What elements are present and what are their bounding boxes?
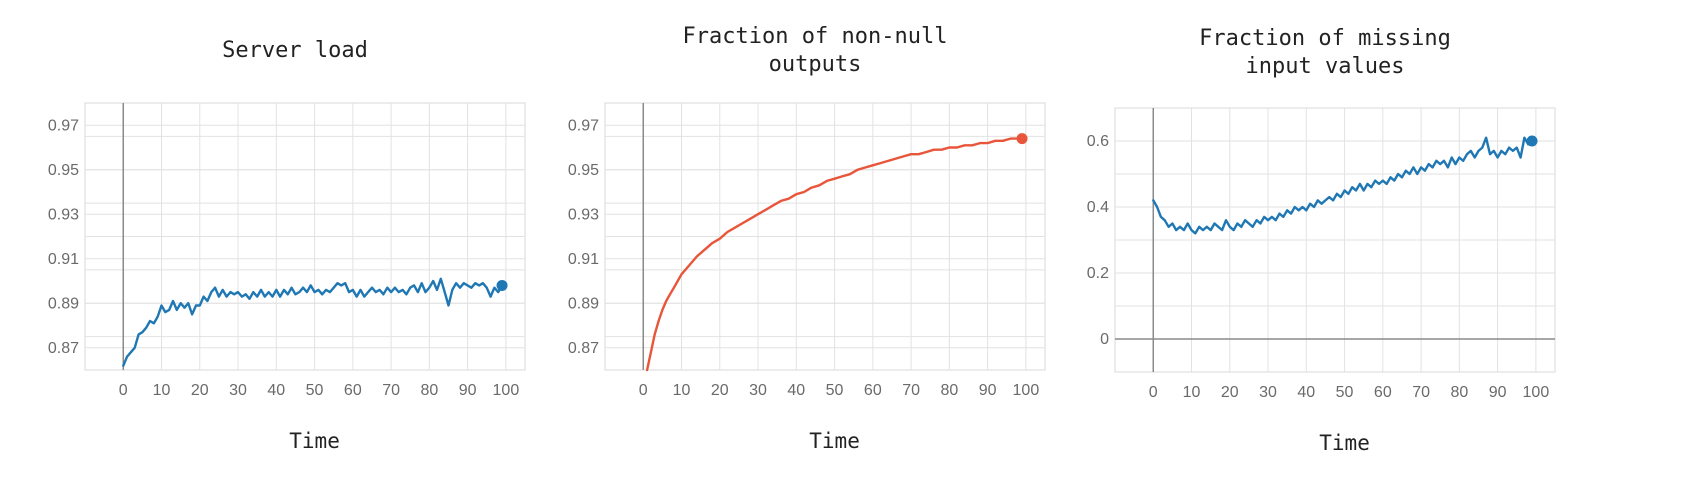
x-axis-label: Time	[809, 429, 860, 453]
x-tick-label: 0	[639, 382, 648, 399]
server-load-plot: 0.97 0.95 0.93 0.91 0.89 0.87 0 10 20 30 40 50 60 70 8…	[48, 102, 526, 453]
x-tick-label: 40	[1297, 384, 1315, 401]
x-tick-label: 90	[1489, 384, 1507, 401]
x-tick-label: 90	[979, 382, 997, 399]
x-tick-label: 10	[673, 382, 691, 399]
y-tick-label: 0.91	[568, 251, 599, 268]
server-load-chart: Server load 0.97 0.95 0.93 0.91 0.89 0.87 0 10 2…	[48, 0, 530, 498]
y-tick-label: 0.95	[48, 162, 79, 179]
y-tick-label: 0.87	[568, 340, 599, 357]
x-tick-label: 0	[119, 382, 128, 399]
x-tick-label: 100	[1013, 382, 1040, 399]
x-tick-label: 80	[1450, 384, 1468, 401]
x-tick-label: 60	[344, 382, 362, 399]
y-tick-label: 0.97	[48, 117, 79, 134]
series-line	[1152, 136, 1534, 235]
x-tick-label: 80	[940, 382, 958, 399]
non-null-outputs-plot: 0.97 0.95 0.93 0.91 0.89 0.87 0 10 20 30 40 50 60 70 8…	[568, 102, 1046, 453]
x-tick-label: 20	[711, 382, 729, 399]
missing-input-values-chart: Fraction of missing input values 0.6 0.4 0…	[1087, 0, 1560, 498]
series-endpoint-marker	[1016, 133, 1028, 145]
chart-title: Server load	[222, 38, 368, 63]
missing-input-values-plot: 0.6 0.4 0.2 0 0 10 20 30 40 50 60 70 80 90 100 Time	[1087, 107, 1556, 455]
series-line	[122, 277, 504, 367]
y-tick-label: 0.93	[568, 206, 599, 223]
series-endpoint-marker	[1526, 135, 1538, 147]
y-tick-label: 0.89	[48, 295, 79, 312]
x-tick-label: 30	[229, 382, 247, 399]
y-tick-label: 0.6	[1087, 133, 1109, 150]
y-tick-label: 0.4	[1087, 199, 1109, 216]
series-endpoint-marker	[496, 279, 508, 291]
x-tick-label: 40	[267, 382, 285, 399]
chart-title: Fraction of missing input values	[1199, 26, 1451, 79]
y-tick-label: 0	[1100, 331, 1109, 348]
y-tick-label: 0.91	[48, 251, 79, 268]
x-tick-label: 30	[1259, 384, 1277, 401]
non-null-outputs-chart: Fraction of non-null outputs 0.97 0.95 0.9…	[568, 0, 1050, 498]
y-tick-label: 0.2	[1087, 265, 1109, 282]
x-axis-label: Time	[289, 429, 340, 453]
y-tick-label: 0.87	[48, 340, 79, 357]
x-tick-label: 100	[493, 382, 520, 399]
x-tick-label: 90	[459, 382, 477, 399]
x-tick-label: 50	[306, 382, 324, 399]
x-tick-label: 10	[153, 382, 171, 399]
x-tick-label: 60	[864, 382, 882, 399]
x-tick-label: 20	[191, 382, 209, 399]
x-tick-label: 30	[749, 382, 767, 399]
x-tick-label: 20	[1221, 384, 1239, 401]
x-tick-label: 70	[902, 382, 920, 399]
x-tick-label: 80	[420, 382, 438, 399]
y-tick-label: 0.95	[568, 162, 599, 179]
x-tick-label: 10	[1183, 384, 1201, 401]
chart-title: Fraction of non-null outputs	[682, 24, 948, 77]
x-axis-label: Time	[1319, 431, 1370, 455]
y-tick-label: 0.89	[568, 295, 599, 312]
x-tick-label: 60	[1374, 384, 1392, 401]
x-tick-label: 50	[1336, 384, 1354, 401]
series-line	[645, 137, 1024, 372]
x-tick-label: 100	[1523, 384, 1550, 401]
x-tick-label: 50	[826, 382, 844, 399]
y-tick-label: 0.93	[48, 206, 79, 223]
x-tick-label: 70	[1412, 384, 1430, 401]
y-tick-label: 0.97	[568, 117, 599, 134]
x-tick-label: 0	[1149, 384, 1158, 401]
x-tick-label: 70	[382, 382, 400, 399]
x-tick-label: 40	[787, 382, 805, 399]
